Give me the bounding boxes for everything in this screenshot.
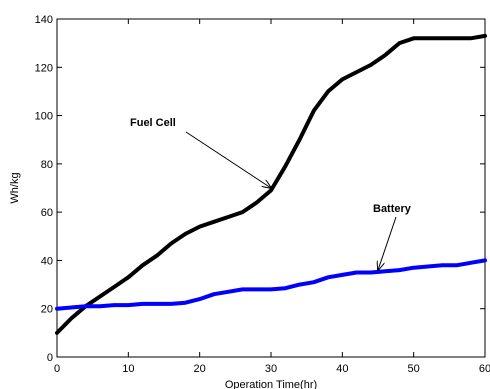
y-axis: 0 20 40 60 80 100 120 140 — [35, 14, 485, 364]
series-line-battery — [55, 258, 487, 311]
y-tick-label: 140 — [35, 14, 53, 26]
y-tick-label: 60 — [41, 207, 53, 219]
x-axis-label: Operation Time(hr) — [225, 379, 317, 389]
y-tick-label: 120 — [35, 62, 53, 74]
x-tick-label: 10 — [122, 363, 134, 375]
series-layer — [55, 33, 487, 335]
annotation-arrow — [185, 131, 271, 188]
y-axis-label: Wh/kg — [9, 172, 21, 203]
y-tick-label: 100 — [35, 111, 53, 123]
x-tick-label: 60 — [479, 363, 490, 375]
y-tick-label: 0 — [47, 352, 53, 364]
y-tick-label: 80 — [41, 159, 53, 171]
x-tick-label: 0 — [54, 363, 60, 375]
annotation-arrow — [378, 216, 397, 270]
annotation-layer: Fuel Cell Battery — [130, 117, 412, 270]
x-axis: 0 10 20 30 40 50 60 — [54, 19, 490, 375]
x-tick-label: 30 — [265, 363, 277, 375]
x-tick-label: 50 — [408, 363, 420, 375]
annotation-label: Fuel Cell — [130, 117, 176, 129]
x-tick-label: 40 — [336, 363, 348, 375]
annotation-label: Battery — [373, 203, 412, 215]
y-tick-label: 40 — [41, 255, 53, 267]
x-tick-label: 20 — [194, 363, 206, 375]
y-tick-label: 20 — [41, 304, 53, 316]
series-line-fuel-cell — [55, 33, 487, 335]
